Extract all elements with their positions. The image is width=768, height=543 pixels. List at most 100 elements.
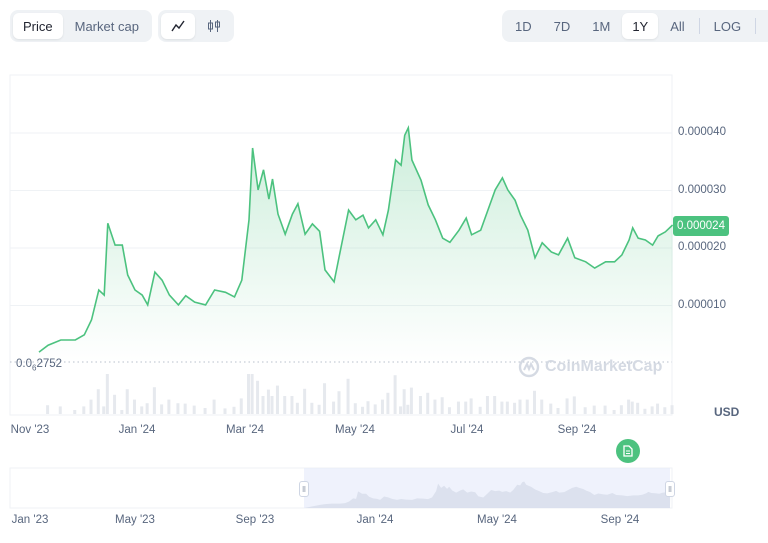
y-tick-label: 0.000020 [678,241,726,253]
volume-bar [393,375,397,414]
volume-bar [332,401,336,414]
range-7d[interactable]: 7D [553,18,571,34]
tab-price[interactable]: Price [13,13,63,39]
notes-button[interactable] [616,439,640,463]
volume-bar [46,405,50,414]
range-1d[interactable]: 1D [515,18,532,34]
volume-bar [603,405,607,414]
volume-bar [525,399,529,414]
volume-bar [399,406,403,414]
volume-bar [478,406,482,414]
volume-bar [630,401,634,414]
volume-bar [295,402,299,414]
volume-bar [583,407,587,414]
volume-bar [323,383,327,414]
volume-bar [102,406,106,414]
volume-bar [353,403,357,414]
volume-bar [572,396,576,414]
volume-bar [167,399,171,414]
volume-bar [493,396,497,414]
volume-bar [619,405,623,414]
candlestick-button[interactable] [197,13,231,39]
volume-bar [58,406,62,414]
x-tick-label: Nov '23 [10,424,50,436]
volume-bar [337,391,341,414]
volume-bar [176,403,180,414]
volume-bar [418,396,422,414]
volume-bar [212,399,216,414]
y-tick-label: 0.000040 [678,126,726,138]
volume-bar [266,389,270,414]
range-toggle: 1D 7D 1M 1Y All LOG ··· [502,10,768,42]
min-price-label: 0.062752 [16,358,63,373]
volume-bar [386,392,390,414]
volume-bar [656,403,660,414]
volume-bar [82,406,86,414]
volume-bar [380,399,384,414]
volume-bar [440,397,444,414]
volume-bar [469,398,473,414]
volume-bar [317,404,321,414]
range-1m[interactable]: 1M [592,18,611,34]
volume-bar [239,398,243,414]
volume-bar [125,389,129,414]
tab-market-cap[interactable]: Market cap [74,18,139,34]
volume-bar [160,404,164,414]
volume-bar [275,385,279,414]
document-icon [623,445,633,457]
volume-bar [113,394,117,414]
log-button[interactable]: LOG [713,18,742,34]
volume-bar [636,402,640,414]
range-all[interactable]: All [670,18,685,34]
volume-bar [247,374,251,414]
volume-bar [565,398,569,414]
volume-bar [540,399,544,414]
volume-bar [132,399,136,414]
volume-bar [261,396,265,414]
volume-bar [232,406,236,414]
volume-bar [373,404,377,414]
volume-bar [505,401,509,414]
navigator-tick-label: May '24 [477,514,517,526]
y-tick-label: 0.000010 [678,298,726,311]
range-1y[interactable]: 1Y [622,13,659,39]
x-tick-label: Mar '24 [226,424,264,436]
volume-bar [361,406,365,414]
navigator-left-handle[interactable]: ll [299,481,309,497]
volume-bar [513,402,517,414]
volume-bar [426,392,430,414]
volume-bar [464,401,468,414]
volume-bar [500,401,504,414]
navigator-tick-label: Jan '24 [356,514,394,526]
volume-bar [310,402,314,414]
x-tick-label: Jan '24 [118,424,156,436]
volume-bar [73,410,77,414]
volume-bar [183,403,187,414]
volume-bar [303,388,307,414]
navigator-tick-label: Sep '23 [235,514,275,526]
x-tick-label: Sep '24 [557,424,597,436]
volume-bar [145,403,149,414]
line-chart-button[interactable] [161,13,195,39]
line-chart-icon [171,20,185,32]
current-price-tag: 0.000024 [673,216,729,236]
volume-bar [105,374,109,414]
volume-bar [192,405,196,414]
currency-label: USD [714,405,740,419]
navigator-area [304,481,671,508]
navigator-right-handle[interactable]: ll [665,481,675,497]
volume-bar [518,399,522,414]
volume-bar [96,389,100,414]
candlestick-icon [208,20,220,32]
divider [698,18,700,34]
watermark: CoinMarketCap [518,356,662,378]
volume-bar [643,408,647,414]
volume-bar [250,374,254,414]
volume-bar [592,405,596,414]
volume-bar [346,378,350,414]
volume-bar [670,405,674,414]
navigator-tick-label: Sep '24 [600,514,640,526]
volume-bar [270,396,274,414]
volume-bar [409,387,413,414]
